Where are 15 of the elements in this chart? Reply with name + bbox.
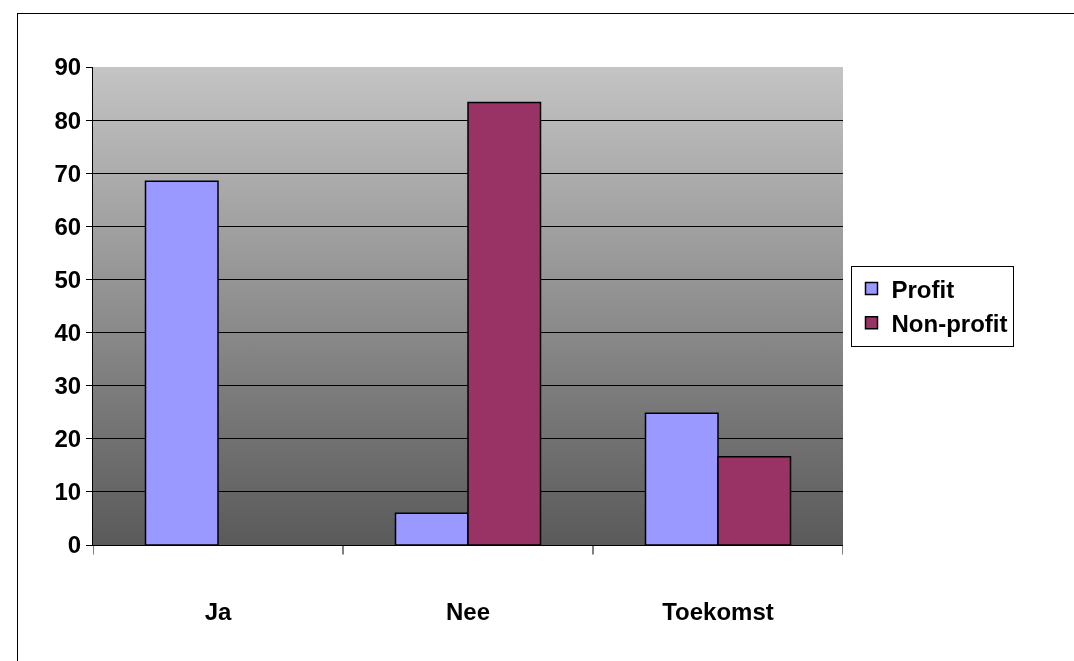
x-tick-label: Toekomst	[662, 597, 774, 625]
y-tick-label: 0	[67, 531, 82, 559]
y-tick-label: 80	[54, 106, 82, 134]
legend-label: Profit	[891, 275, 955, 303]
y-tick-label: 90	[54, 53, 82, 81]
y-tick-label: 10	[54, 478, 82, 506]
x-tick-label: Ja	[204, 597, 232, 625]
y-tick-label: 60	[54, 212, 82, 240]
legend-label: Non-profit	[891, 310, 1008, 338]
y-tick-label: 40	[54, 318, 82, 346]
x-tick-label: Nee	[445, 597, 491, 625]
y-tick-label: 50	[54, 265, 82, 293]
y-tick-label: 30	[54, 372, 82, 400]
y-tick-label: 20	[54, 425, 82, 453]
y-tick-label: 70	[54, 159, 82, 187]
